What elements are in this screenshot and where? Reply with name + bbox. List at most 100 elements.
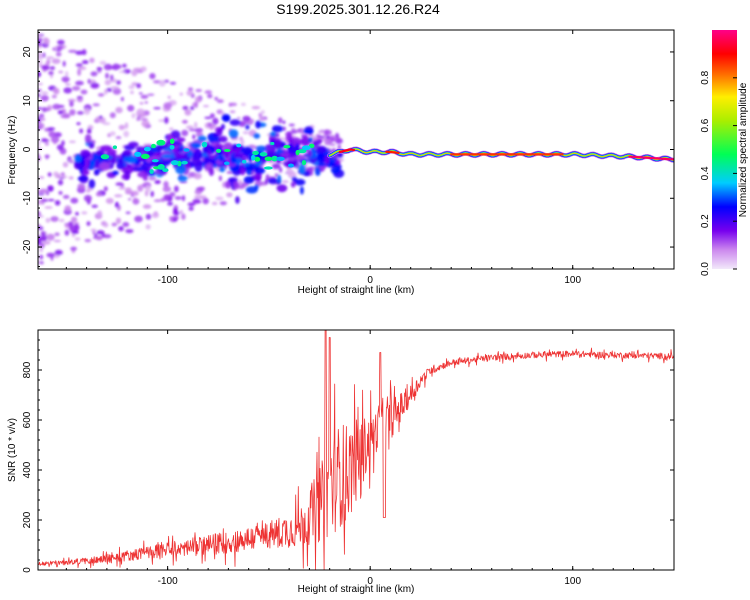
noise-blob [167,201,174,206]
noise-blob [38,260,41,265]
ridge-blob [84,157,90,168]
noise-blob [74,224,80,231]
noise-blob [144,101,148,104]
noise-blob [337,144,341,150]
noise-blob [43,38,50,45]
spectrogram-stable-ridge [327,146,674,163]
noise-blob [64,205,72,212]
ridge-blob [274,138,282,149]
ridge-blob [256,145,267,152]
noise-blob [226,192,233,198]
hot-spot [169,145,175,150]
hot-spot [156,139,166,146]
noise-blob [139,102,144,105]
noise-blob [39,188,48,194]
noise-blob [106,87,113,92]
noise-blob [104,79,111,86]
ridge-blob [303,129,314,134]
x-tick-label: 0 [367,275,373,286]
noise-blob [110,74,114,81]
noise-blob [317,130,325,134]
noise-blob [219,201,227,206]
x-tick-label: 0 [367,576,373,587]
noise-blob [102,234,112,239]
ridge-blob [246,169,252,175]
noise-blob [79,128,84,134]
noise-blob [90,82,100,89]
hot-spot [242,159,247,164]
noise-blob [260,110,265,115]
noise-blob [184,109,192,116]
ridge-blob [232,181,239,189]
ridge-blob [219,166,226,173]
noise-blob [125,229,134,234]
noise-blob [58,70,64,74]
noise-blob [45,56,55,60]
noise-blob [145,185,151,193]
noise-blob [118,186,126,190]
colorbar-ticks: 0.0 0.2 0.4 0.6 0.8 [700,70,737,276]
noise-blob [39,261,44,265]
y-tick-label: 600 [22,411,33,428]
noise-blob [315,134,321,137]
noise-blob [53,132,62,138]
noise-blob [204,90,213,94]
noise-blob [54,232,60,237]
noise-blob [210,127,213,130]
noise-blob [42,107,50,112]
noise-blob [62,60,66,67]
noise-blob [163,194,170,202]
spectrogram-hot-spots [100,138,315,174]
ridge-blob [240,167,246,176]
ridge-blob [99,161,110,171]
noise-blob [218,175,222,182]
noise-blob [307,134,315,138]
ridge-blob [270,131,277,137]
noise-blob [118,226,124,232]
noise-blob [38,71,42,78]
noise-blob [50,66,55,71]
noise-blob [68,221,74,228]
ridge-blob [316,153,327,164]
y-tick-label: 0 [22,567,33,573]
noise-blob [95,235,103,241]
hot-spot [295,149,300,156]
noise-blob [47,127,55,131]
ridge-blob [116,162,125,170]
hot-spot [270,141,275,146]
noise-blob [136,83,142,89]
noise-blob [130,90,134,95]
hot-spot [144,146,151,152]
noise-blob [164,116,169,124]
noise-blob [54,200,61,206]
hot-spot [254,156,261,162]
noise-blob [44,206,53,209]
ridge-blob [243,176,255,184]
snr-panel: -100 0 100 0 200 400 600 800 Height of straight… [7,329,675,595]
noise-blob [96,230,105,235]
noise-blob [83,194,92,202]
noise-blob [99,60,107,65]
noise-blob [45,217,51,223]
hot-spot [288,163,294,168]
noise-blob [140,94,149,99]
x-tick-label: 100 [564,275,581,286]
hot-spot [264,166,273,170]
noise-blob [181,195,186,202]
hot-spot [169,138,175,145]
hot-spot [216,148,222,153]
noise-blob [301,127,305,135]
noise-blob [57,39,65,46]
noise-blob [131,113,136,119]
noise-blob [77,68,82,76]
ridge-blob [112,170,119,176]
ridge-blob [80,155,86,166]
ridge-blob [290,181,296,188]
noise-blob [279,167,283,173]
hot-spot [301,160,307,166]
noise-blob [51,94,57,99]
noise-blob [242,131,249,135]
noise-blob [84,238,92,243]
